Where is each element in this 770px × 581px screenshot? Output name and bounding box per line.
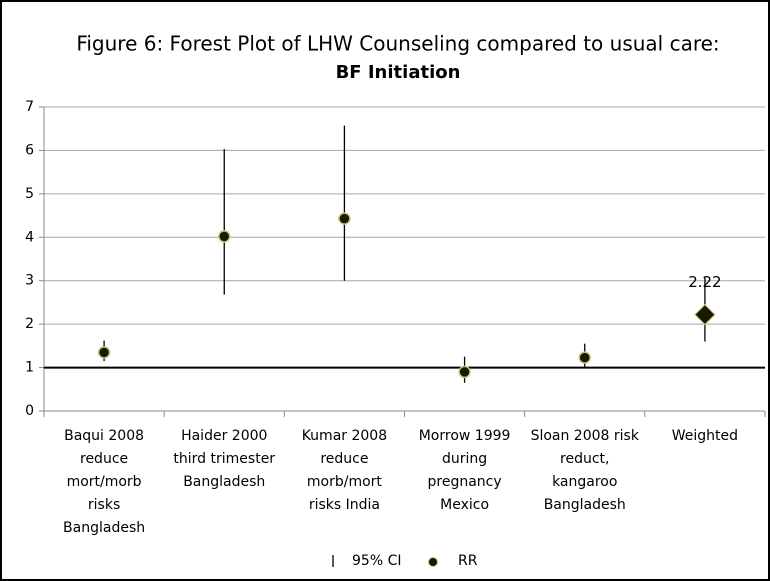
x-tick-label: risks India [309,497,380,513]
x-tick-label: pregnancy [428,474,502,490]
y-tick-label: 0 [25,403,34,419]
x-tick-label: reduct, [560,451,609,467]
x-tick-label: Kumar 2008 [302,428,387,444]
y-tick-label: 3 [25,273,34,289]
rr-point [218,230,231,243]
y-tick-label: 7 [25,99,34,115]
rr-point [578,351,591,364]
x-tick-label: during [442,451,487,467]
x-tick-label: kangaroo [552,474,617,490]
x-tick-label: Sloan 2008 risk [531,428,640,444]
y-tick-label: 2 [25,316,34,332]
rr-diamond [694,303,716,326]
x-tick-label: Mexico [440,497,489,513]
rr-point [458,365,471,379]
rr-point [97,346,111,359]
x-tick-label: reduce [320,451,368,467]
x-tick-label: reduce [80,451,128,467]
data-label: 2.22 [688,273,721,291]
y-tick-label: 6 [25,142,34,158]
chart-title: Figure 6: Forest Plot of LHW Counseling … [76,32,719,56]
y-tick-label: 1 [25,360,34,376]
x-tick-label: Bangladesh [544,497,626,513]
rr-point [338,212,351,225]
y-tick-label: 4 [25,229,34,245]
x-tick-label: Bangladesh [63,520,145,536]
y-tick-label: 5 [25,186,34,202]
x-tick-label: mort/morb [67,474,142,490]
chart-subtitle: BF Initiation [336,62,461,83]
x-tick-label: third trimester [173,451,275,467]
x-tick-label: Haider 2000 [181,428,267,444]
legend-label: RR [458,553,478,569]
x-tick-label: Baqui 2008 [64,428,144,444]
x-tick-label: Weighted [672,428,738,444]
x-tick-label: morb/mort [307,474,383,490]
legend-rr-symbol [428,557,438,567]
legend-label: 95% CI [352,553,401,569]
x-tick-label: Morrow 1999 [419,428,511,444]
x-tick-label: risks [88,497,120,513]
x-tick-label: Bangladesh [183,474,265,490]
